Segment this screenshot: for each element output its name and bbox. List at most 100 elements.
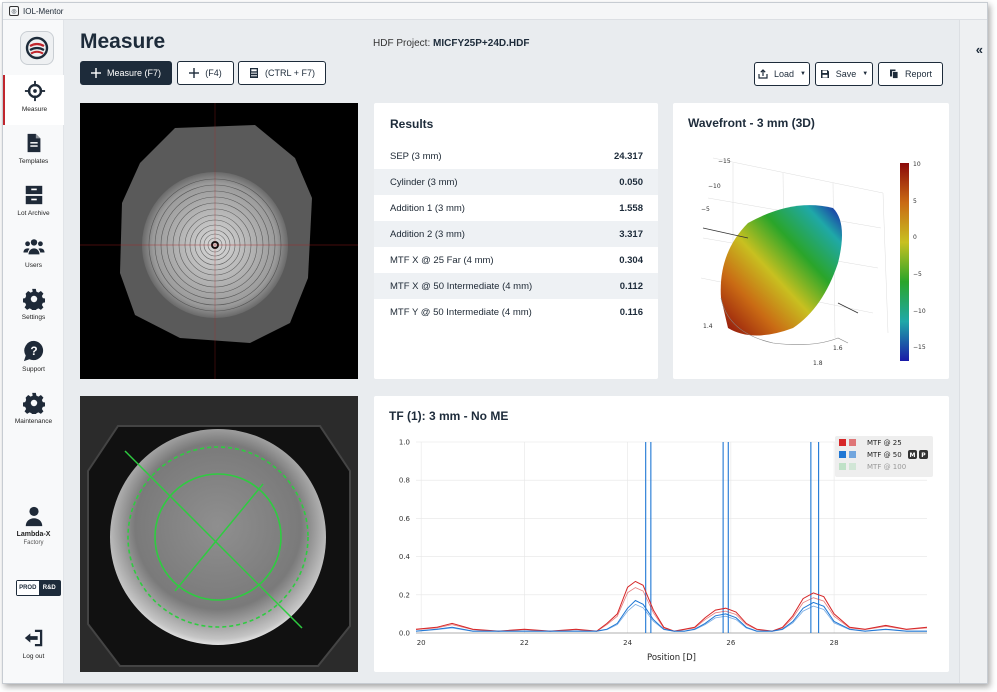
sidebar-item-maintenance[interactable]: Maintenance (3, 387, 64, 437)
sidebar-item-settings[interactable]: Settings (3, 283, 64, 333)
gear-icon (22, 392, 45, 414)
sidebar-item-label: Users (25, 262, 42, 269)
series-line-mtf-25 (415, 580, 928, 632)
archive-icon (25, 185, 42, 205)
legend-swatch (839, 451, 846, 458)
series-line-mtf-50 (415, 599, 927, 632)
y-tick-label: 0.2 (399, 591, 410, 599)
x-tick-label: 26 (726, 639, 735, 647)
user-icon (25, 506, 42, 527)
window-title: IOL-Mentor (23, 6, 64, 16)
sidebar-item-label: Support (22, 366, 45, 373)
lens-image-top[interactable] (80, 103, 358, 379)
floppy-disk-icon (820, 70, 829, 78)
calculator-icon (250, 68, 259, 78)
page-title: Measure (80, 30, 166, 53)
result-value: 0.304 (619, 254, 643, 266)
axis-tick-label: −5 (701, 206, 710, 213)
sidebar-item-label: Templates (18, 158, 49, 165)
x-tick-label: 24 (623, 639, 632, 647)
app-logo (20, 31, 54, 65)
crosshair-icon (189, 68, 200, 78)
environment-toggle[interactable]: PROD R&D (16, 580, 61, 596)
sidebar-item-label: Maintenance (14, 418, 53, 425)
result-row: MTF Y @ 50 Intermediate (4 mm) 0.116 (374, 299, 658, 325)
axis-tick-label: 1.4 (703, 323, 713, 330)
tf-chart[interactable]: 0.0 0.2 0.4 0.6 0.8 1.0 20 22 24 26 28 Position [D]… (374, 396, 949, 672)
sidebar-item-label: Lot Archive (17, 210, 50, 217)
svg-text:?: ? (30, 344, 37, 358)
series-line-secondary (415, 587, 928, 632)
env-prod-option[interactable]: PROD (17, 581, 39, 595)
legend-badge (919, 450, 928, 459)
report-button[interactable]: Report (878, 62, 943, 86)
user-role: Factory (23, 540, 44, 546)
x-tick-label: 22 (520, 639, 529, 647)
ctrl-f7-button-label: (CTRL + F7) (265, 68, 315, 78)
axis-tick-label: −15 (718, 158, 731, 165)
load-button[interactable]: Load ▼ (754, 62, 810, 86)
legend-badge-label: M (910, 452, 916, 459)
main-content: Measure HDF Project: MICFY25P+24D.HDF Me… (65, 20, 959, 683)
wavefront-title: Wavefront - 3 mm (3D) (688, 116, 815, 130)
colorbar-tick: 5 (913, 198, 917, 205)
report-button-label: Report (904, 69, 932, 79)
colorbar (900, 163, 909, 361)
crosshair-icon (24, 80, 45, 102)
env-rnd-option[interactable]: R&D (38, 581, 60, 595)
user-name: Lambda-X (16, 531, 51, 538)
app-icon: ◎ (9, 6, 19, 16)
report-icon (889, 69, 899, 79)
lens-image-bottom[interactable] (80, 396, 358, 672)
crosshair-icon (90, 68, 101, 78)
users-icon (22, 239, 45, 255)
result-row: MTF X @ 25 Far (4 mm) 0.304 (374, 247, 658, 273)
f4-button[interactable]: (F4) (177, 61, 234, 85)
y-tick-label: 0.6 (399, 515, 411, 523)
result-row: Addition 2 (3 mm) 3.317 (374, 221, 658, 247)
sidebar-item-templates[interactable]: Templates (3, 127, 64, 177)
logout-icon (24, 629, 42, 647)
sidebar-item-label: Measure (21, 106, 48, 113)
result-value: 0.112 (619, 280, 643, 292)
y-tick-label: 1.0 (399, 439, 410, 447)
upload-icon (758, 69, 768, 79)
axis-tick-label: 1.8 (813, 360, 823, 367)
y-tick-label: 0.4 (399, 553, 411, 561)
ctrl-f7-button[interactable]: (CTRL + F7) (238, 61, 326, 85)
colorbar-tick: −15 (913, 344, 926, 351)
sidebar-item-support[interactable]: ? Support (3, 335, 64, 385)
result-label: MTF X @ 25 Far (4 mm) (390, 254, 494, 266)
series-line-secondary (415, 603, 927, 632)
logout-label: Log out (22, 653, 45, 660)
y-tick-label: 0.8 (399, 477, 410, 485)
sidebar-item-users[interactable]: Users (3, 231, 64, 281)
wavefront-3d-plot[interactable]: −15 −10 −5 1.4 1.6 1.8 10 5 0 −5 −10 −15 (673, 103, 949, 379)
logout-button[interactable]: Log out (3, 622, 64, 672)
save-button[interactable]: Save ▼ (815, 62, 873, 86)
measure-button-label: Measure (F7) (106, 68, 161, 78)
save-button-label: Save (835, 69, 857, 79)
document-icon (27, 133, 40, 153)
axis-tick-label: 1.6 (833, 345, 843, 352)
measure-button[interactable]: Measure (F7) (80, 61, 172, 85)
result-label: Cylinder (3 mm) (390, 176, 458, 188)
user-profile[interactable]: Lambda-X Factory (3, 500, 64, 560)
question-icon: ? (23, 340, 43, 362)
collapse-panel-icon[interactable]: « (975, 42, 983, 57)
results-title: Results (390, 117, 434, 131)
legend-swatch (849, 451, 856, 458)
legend-entry: MTF @ 25 (867, 439, 902, 447)
x-tick-label: 28 (830, 639, 839, 647)
colorbar-tick: 10 (913, 161, 921, 168)
result-value: 0.116 (619, 306, 643, 318)
results-panel: Results SEP (3 mm) 24.317 Cylinder (3 mm)… (374, 103, 658, 379)
sidebar-item-label: Settings (21, 314, 46, 321)
result-label: Addition 1 (3 mm) (390, 202, 465, 214)
sidebar-item-lot-archive[interactable]: Lot Archive (3, 179, 64, 229)
caret-down-icon: ▼ (862, 71, 869, 77)
lens-edge-image (80, 396, 358, 672)
sidebar-item-measure[interactable]: Measure (3, 75, 64, 125)
title-bar: ◎ IOL-Mentor (3, 3, 987, 20)
lens-fringe-image (80, 103, 358, 379)
